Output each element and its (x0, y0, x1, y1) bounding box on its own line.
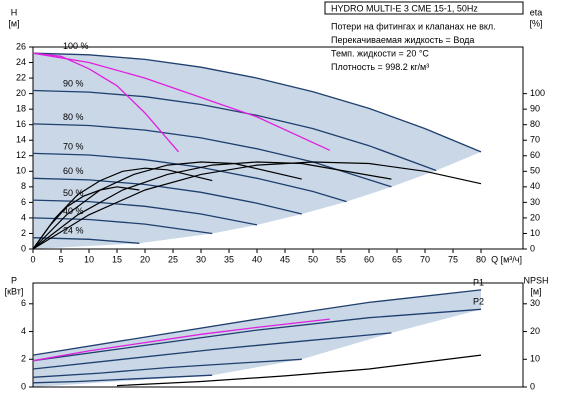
y-tick-label: 0 (21, 243, 26, 253)
y2-label: eta (530, 7, 543, 17)
curve (32, 89, 437, 172)
x-tick-label: 40 (252, 254, 262, 264)
curve (32, 318, 330, 362)
curve (32, 289, 482, 356)
y2-tick-label: 20 (530, 326, 540, 336)
curve (32, 308, 482, 362)
x-tick-label: 55 (336, 254, 346, 264)
x-tick-label: 25 (168, 254, 178, 264)
x-tick-label: 80 (476, 254, 486, 264)
curve (32, 52, 482, 153)
y-label: P (11, 275, 17, 285)
curve-label: 24 % (63, 226, 84, 236)
y2-tick-label: 80 (530, 119, 540, 129)
y-tick-label: 22 (16, 72, 26, 82)
x-tick-label: 70 (420, 254, 430, 264)
y2-tick-label: 0 (530, 381, 535, 391)
x-tick-label: 0 (30, 254, 35, 264)
curve (32, 161, 302, 250)
y-unit: [кВт] (5, 286, 24, 296)
info-line: Перекачиваемая жидкость = Вода (331, 35, 474, 45)
y2-tick-label: 60 (530, 150, 540, 160)
operating-region (33, 53, 481, 249)
y-tick-label: 26 (16, 41, 26, 51)
curve (32, 167, 213, 250)
curve-label: P1 (473, 277, 484, 287)
y2-tick-label: 20 (530, 212, 540, 222)
y-tick-label: 18 (16, 104, 26, 114)
curve (32, 177, 302, 215)
y2-tick-label: 10 (530, 354, 540, 364)
y2-label: NPSH (523, 275, 548, 285)
plot-frame (32, 282, 524, 388)
info-line: Плотность = 998.2 кг/м³ (331, 62, 429, 72)
x-tick-label: 65 (392, 254, 402, 264)
curve-label: 60 % (63, 166, 84, 176)
curve-label: 50 % (63, 188, 84, 198)
curve (116, 354, 482, 387)
info-line: Потери на фитингах и клапанах не вкл. (331, 21, 496, 31)
y-tick-label: 10 (16, 166, 26, 176)
curve (32, 52, 180, 153)
y-tick-label: 24 (16, 57, 26, 67)
curve (32, 161, 392, 250)
curve (32, 374, 213, 384)
y2-unit: [%] (529, 18, 542, 28)
curve-label: 100 % (63, 41, 89, 51)
y2-tick-label: 100 (530, 88, 545, 98)
operating-region (33, 289, 481, 387)
x-tick-label: 15 (112, 254, 122, 264)
x-tick-label: 10 (84, 254, 94, 264)
y-tick-label: 4 (21, 326, 26, 336)
curve-label: 70 % (63, 141, 84, 151)
y-tick-label: 16 (16, 119, 26, 129)
y2-tick-label: 10 (530, 228, 540, 238)
y2-tick-label: 70 (530, 135, 540, 145)
curve (32, 358, 302, 378)
x-tick-label: 60 (364, 254, 374, 264)
y-tick-label: 20 (16, 88, 26, 98)
y-tick-label: 6 (21, 197, 26, 207)
curve-label: 40 % (63, 206, 84, 216)
y-tick-label: 14 (16, 135, 26, 145)
y-tick-label: 8 (21, 181, 26, 191)
x-tick-label: 75 (448, 254, 458, 264)
curve-label: 80 % (63, 112, 84, 122)
curve-label: 90 % (63, 78, 84, 88)
x-tick-label: 20 (140, 254, 150, 264)
y-tick-label: 2 (21, 354, 26, 364)
chart-title: HYDRO MULTI-E 3 CME 15-1, 50Hz (331, 3, 478, 13)
curve (32, 52, 331, 151)
title-box (324, 1, 524, 15)
y2-tick-label: 40 (530, 181, 540, 191)
y2-tick-label: 30 (530, 197, 540, 207)
x-tick-label: 45 (280, 254, 290, 264)
y2-tick-label: 30 (530, 298, 540, 308)
x-label: Q [м³/ч] (491, 254, 522, 264)
x-tick-label: 50 (308, 254, 318, 264)
y-tick-label: 4 (21, 212, 26, 222)
y2-tick-label: 90 (530, 104, 540, 114)
curve (32, 332, 392, 370)
curve (32, 161, 482, 250)
info-line: Темп. жидкости = 20 °C (331, 48, 429, 58)
x-tick-label: 35 (224, 254, 234, 264)
y-tick-label: 0 (21, 381, 26, 391)
y-tick-label: 12 (16, 150, 26, 160)
y-tick-label: 6 (21, 298, 26, 308)
curve (32, 199, 258, 226)
y2-tick-label: 0 (530, 243, 535, 253)
y-tick-label: 2 (21, 228, 26, 238)
plot-frame (32, 46, 524, 250)
curve-label: P2 (473, 297, 484, 307)
x-tick-label: 5 (58, 254, 63, 264)
x-tick-label: 30 (196, 254, 206, 264)
y2-unit: [м] (530, 286, 541, 296)
y2-tick-label: 50 (530, 166, 540, 176)
y-label: H (11, 7, 18, 17)
curve (32, 186, 140, 250)
y-unit: [м] (8, 18, 19, 28)
curve (32, 217, 213, 235)
